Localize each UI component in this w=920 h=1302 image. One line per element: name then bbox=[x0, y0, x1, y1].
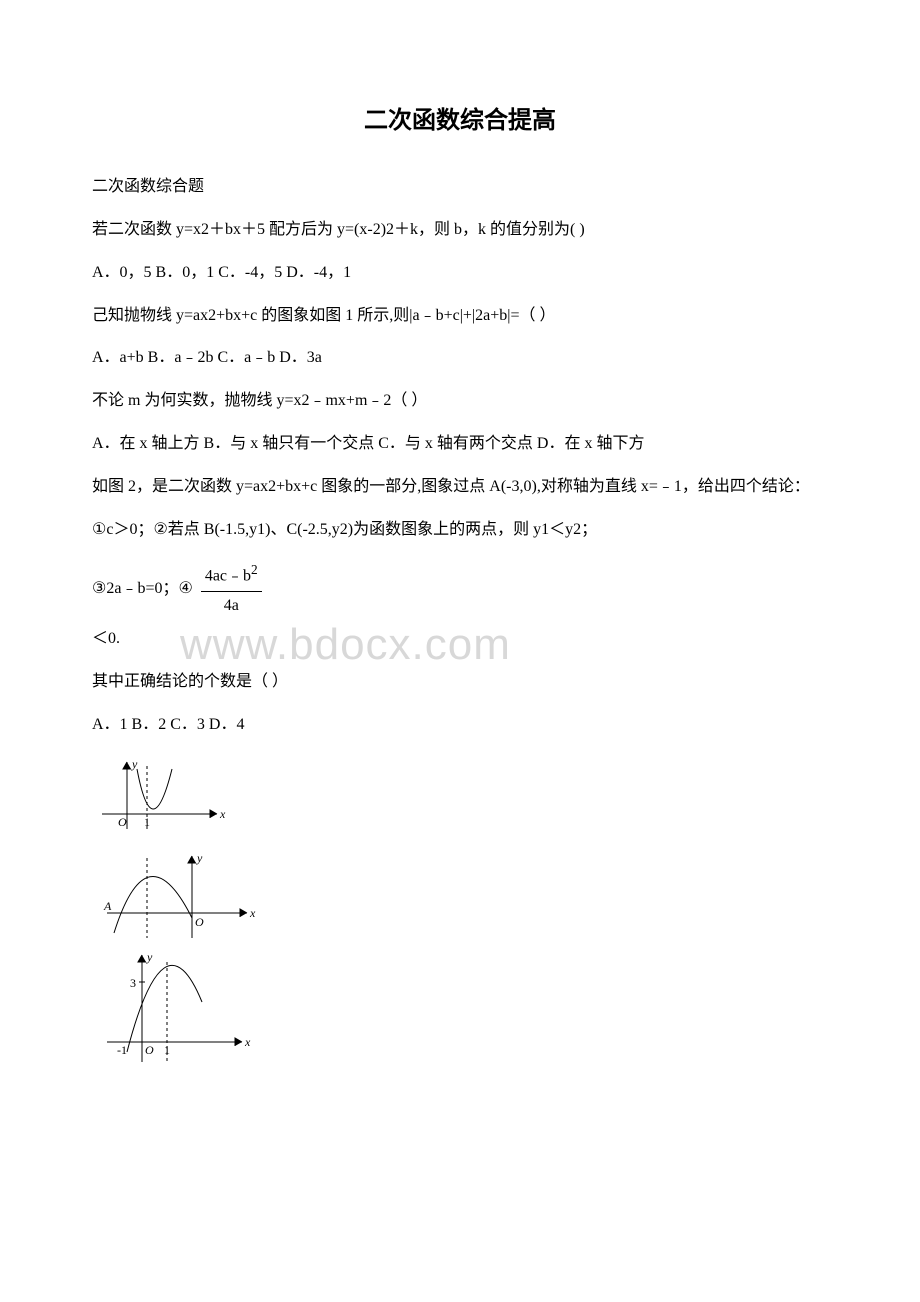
subtitle: 二次函数综合题 bbox=[60, 173, 860, 202]
fig3-neg1: -1 bbox=[117, 1043, 127, 1057]
q4-intro: 如图 2，是二次函数 y=ax2+bx+c 图象的一部分,图象过点 A(-3,0… bbox=[60, 473, 860, 502]
fig1-tick1: 1 bbox=[144, 815, 150, 829]
q1-options: A．0，5 B．0，1 C．-4，5 D．-4，1 bbox=[60, 259, 860, 288]
fig3-origin: O bbox=[145, 1043, 154, 1057]
fig2-y-arrow bbox=[188, 856, 196, 863]
fig2-origin: O bbox=[195, 915, 204, 929]
fraction-numerator: 4ac﹣b2 bbox=[201, 558, 262, 592]
fig2-parabola bbox=[114, 876, 192, 933]
fig3-x-label: x bbox=[244, 1035, 251, 1049]
q4-formula-line: ③2a﹣b=0；④ 4ac﹣b2 4a bbox=[92, 558, 860, 621]
fig3-x-arrow bbox=[235, 1038, 242, 1046]
q4-options: A．1 B．2 C．3 D．4 bbox=[60, 711, 860, 740]
frac-num-text: 4ac﹣b bbox=[205, 568, 251, 585]
fig2-x-label: x bbox=[249, 906, 256, 920]
fig1-origin: O bbox=[118, 815, 127, 829]
fig2-x-arrow bbox=[240, 909, 247, 917]
q4-ask: 其中正确结论的个数是（ ） bbox=[60, 668, 860, 697]
fig3-y-arrow bbox=[138, 955, 146, 962]
fig1-y-arrow bbox=[123, 762, 131, 769]
q1-text: 若二次函数 y=x2＋bx＋5 配方后为 y=(x-2)2＋k，则 b，k 的值… bbox=[60, 216, 860, 245]
q2-text: 己知抛物线 y=ax2+bx+c 的图象如图 1 所示,则|a﹣b+c|+|2a… bbox=[60, 302, 860, 331]
fig2-y-label: y bbox=[196, 851, 203, 865]
fig3-parabola bbox=[127, 965, 202, 1052]
figures: O 1 x y O A x y bbox=[92, 754, 860, 1067]
q2-options: A．a+b B．a﹣2b C．a﹣b D．3a bbox=[60, 344, 860, 373]
fig3-y3: 3 bbox=[130, 976, 136, 990]
q4-line2a: ③2a﹣b=0；④ bbox=[92, 575, 193, 604]
frac-num-sup: 2 bbox=[251, 562, 258, 577]
fig1-y-label: y bbox=[131, 757, 138, 771]
fig1-parabola bbox=[137, 769, 172, 809]
q3-options: A．在 x 轴上方 B．与 x 轴只有一个交点 C．与 x 轴有两个交点 D．在… bbox=[60, 430, 860, 459]
fig1-x-arrow bbox=[210, 810, 217, 818]
page-title: 二次函数综合提高 bbox=[60, 100, 860, 143]
fig3-pos1: 1 bbox=[164, 1043, 170, 1057]
q4-line3: ＜0. bbox=[92, 625, 860, 654]
figure-1: O 1 x y bbox=[92, 754, 242, 844]
document-content: 二次函数综合提高 二次函数综合题 若二次函数 y=x2＋bx＋5 配方后为 y=… bbox=[60, 100, 860, 1067]
fraction: 4ac﹣b2 4a bbox=[201, 558, 262, 621]
figure-3: O -1 1 3 x y bbox=[92, 947, 262, 1067]
fig3-y-label: y bbox=[146, 950, 153, 964]
fig2-point-a: A bbox=[103, 899, 112, 913]
fig1-x-label: x bbox=[219, 807, 226, 821]
q4-line1: ①c＞0；②若点 B(-1.5,y1)、C(-2.5,y2)为函数图象上的两点，… bbox=[60, 516, 860, 545]
q3-text: 不论 m 为何实数，抛物线 y=x2﹣mx+m﹣2（ ） bbox=[60, 387, 860, 416]
fraction-denominator: 4a bbox=[201, 592, 262, 621]
figure-2: O A x y bbox=[92, 848, 262, 943]
